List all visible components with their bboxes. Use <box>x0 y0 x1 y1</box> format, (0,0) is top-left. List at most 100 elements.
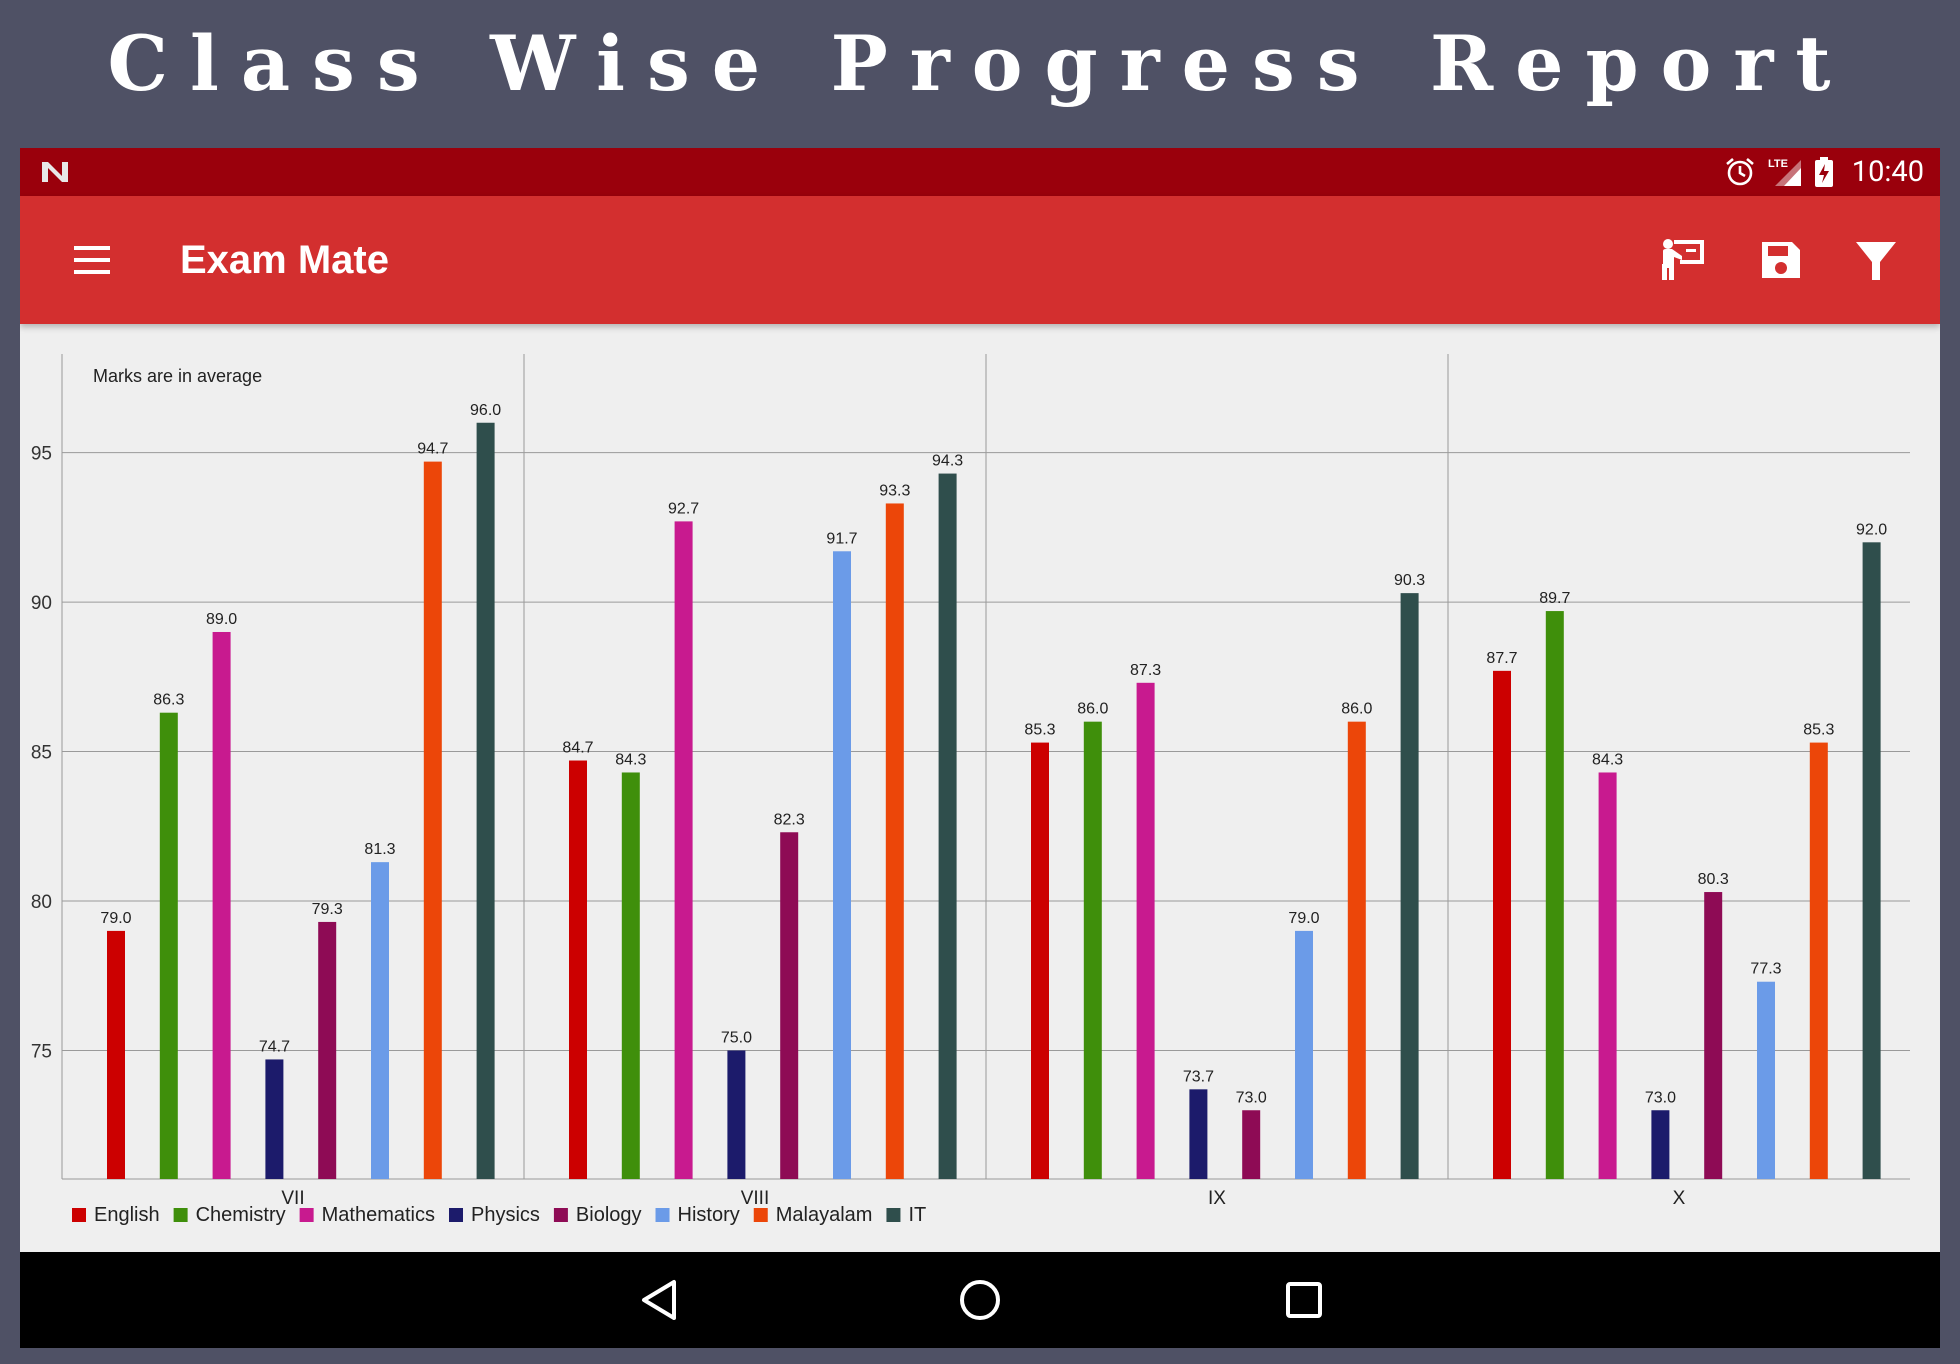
bar-value-label: 73.7 <box>1183 1068 1214 1085</box>
bar-english-viii <box>569 760 587 1179</box>
bar-malayalam-viii <box>885 503 904 1179</box>
bar-value-label: 79.3 <box>312 901 343 918</box>
page-title: Class Wise Progress Report <box>107 19 1853 108</box>
bar-value-label: 94.3 <box>932 453 963 470</box>
bar-value-label: 82.3 <box>774 811 805 828</box>
bar-value-label: 89.7 <box>1539 590 1570 607</box>
legend-swatch-history <box>655 1208 670 1222</box>
y-tick-label: 75 <box>31 1041 52 1062</box>
bar-value-label: 93.3 <box>879 482 910 499</box>
bar-malayalam-ix <box>1347 721 1366 1179</box>
legend-label: Biology <box>576 1204 642 1226</box>
bar-value-label: 79.0 <box>1288 910 1319 927</box>
bar-value-label: 87.3 <box>1130 662 1161 679</box>
status-bar: LTE 10:40 <box>20 148 1940 196</box>
bar-value-label: 80.3 <box>1698 871 1729 888</box>
n-logo-icon <box>42 162 68 182</box>
bar-value-label: 91.7 <box>826 530 857 547</box>
bar-chemistry-viii <box>621 772 640 1179</box>
y-tick-label: 85 <box>31 743 52 764</box>
bar-value-label: 85.3 <box>1024 722 1055 739</box>
x-category-label: VIII <box>741 1188 770 1209</box>
chart-annotation: Marks are in average <box>93 366 262 386</box>
bar-value-label: 86.3 <box>153 692 184 709</box>
legend-swatch-mathematics <box>299 1208 314 1222</box>
legend-label: Mathematics <box>322 1204 435 1226</box>
bar-biology-vii <box>318 921 337 1179</box>
bar-value-label: 92.0 <box>1856 521 1887 538</box>
save-icon[interactable] <box>1756 236 1804 284</box>
bar-malayalam-x <box>1809 742 1828 1179</box>
bar-history-viii <box>833 551 851 1179</box>
bar-it-vii <box>476 422 495 1179</box>
legend-swatch-malayalam <box>753 1208 768 1222</box>
bar-value-label: 75.0 <box>721 1029 752 1046</box>
navigation-bar <box>20 1252 1940 1348</box>
bar-history-x <box>1757 981 1775 1179</box>
bar-chart: 75 80 85 90 95 Marks are in average 79.0 86.3 89… <box>31 354 1910 1226</box>
bar-chemistry-vii <box>159 712 178 1179</box>
legend-label: English <box>94 1204 160 1226</box>
bar-value-label: 84.7 <box>562 740 593 757</box>
legend-label: IT <box>908 1204 926 1226</box>
bar-value-label: 87.7 <box>1486 650 1517 667</box>
bar-english-x <box>1493 670 1511 1179</box>
bar-value-label: 96.0 <box>470 402 501 419</box>
bar-biology-x <box>1704 892 1723 1179</box>
bar-value-label: 73.0 <box>1645 1089 1676 1106</box>
bar-it-viii <box>938 473 957 1180</box>
bar-chemistry-x <box>1545 611 1564 1179</box>
bar-physics-x <box>1651 1110 1670 1179</box>
legend-swatch-english <box>72 1208 86 1222</box>
bar-history-ix <box>1295 930 1313 1179</box>
alarm-icon <box>1725 158 1754 186</box>
menu-icon[interactable] <box>72 240 112 280</box>
legend-label: Malayalam <box>776 1204 873 1226</box>
bar-mathematics-ix <box>1136 682 1155 1179</box>
bar-value-label: 84.3 <box>1592 751 1623 768</box>
status-time: 10:40 <box>1851 155 1924 189</box>
bar-value-label: 86.0 <box>1341 701 1372 718</box>
bar-mathematics-vii <box>212 631 231 1179</box>
bar-physics-viii <box>727 1050 746 1179</box>
bar-english-ix <box>1031 742 1049 1179</box>
bar-value-label: 92.7 <box>668 500 699 517</box>
bar-physics-vii <box>265 1059 284 1179</box>
bar-mathematics-viii <box>674 521 693 1179</box>
battery-charging-icon <box>1814 157 1833 187</box>
legend-label: History <box>678 1204 740 1226</box>
bar-value-label: 94.7 <box>417 441 448 458</box>
bar-biology-viii <box>780 832 799 1179</box>
network-label: LTE <box>1768 158 1788 170</box>
bar-value-label: 79.0 <box>100 910 131 927</box>
bar-value-label: 81.3 <box>364 841 395 858</box>
bar-history-vii <box>371 862 389 1179</box>
bar-it-x <box>1862 542 1881 1179</box>
legend-swatch-chemistry <box>173 1208 188 1222</box>
x-category-label: IX <box>1208 1188 1226 1209</box>
device-screen: LTE 10:40 Exam Mate <box>20 148 1940 1348</box>
recents-icon[interactable] <box>1280 1276 1328 1324</box>
bar-value-label: 89.0 <box>206 611 237 628</box>
home-icon[interactable] <box>956 1276 1004 1324</box>
bar-it-ix <box>1400 593 1419 1179</box>
bar-value-label: 84.3 <box>615 751 646 768</box>
teacher-icon[interactable] <box>1660 236 1708 284</box>
bar-value-label: 77.3 <box>1750 961 1781 978</box>
bar-value-label: 86.0 <box>1077 701 1108 718</box>
bar-physics-ix <box>1189 1089 1208 1179</box>
back-icon[interactable] <box>636 1276 684 1324</box>
bar-malayalam-vii <box>423 461 442 1179</box>
bar-biology-ix <box>1242 1110 1261 1179</box>
legend-swatch-biology <box>553 1208 568 1222</box>
filter-icon[interactable] <box>1852 236 1900 284</box>
signal-icon: LTE <box>1768 158 1801 186</box>
bar-value-label: 85.3 <box>1803 722 1834 739</box>
app-title: Exam Mate <box>180 238 389 282</box>
y-tick-label: 80 <box>31 892 52 913</box>
bar-mathematics-x <box>1598 772 1617 1179</box>
app-bar: Exam Mate <box>20 196 1940 324</box>
legend-swatch-physics <box>449 1208 463 1222</box>
bar-value-label: 73.0 <box>1236 1089 1267 1106</box>
bar-value-label: 74.7 <box>259 1038 290 1055</box>
